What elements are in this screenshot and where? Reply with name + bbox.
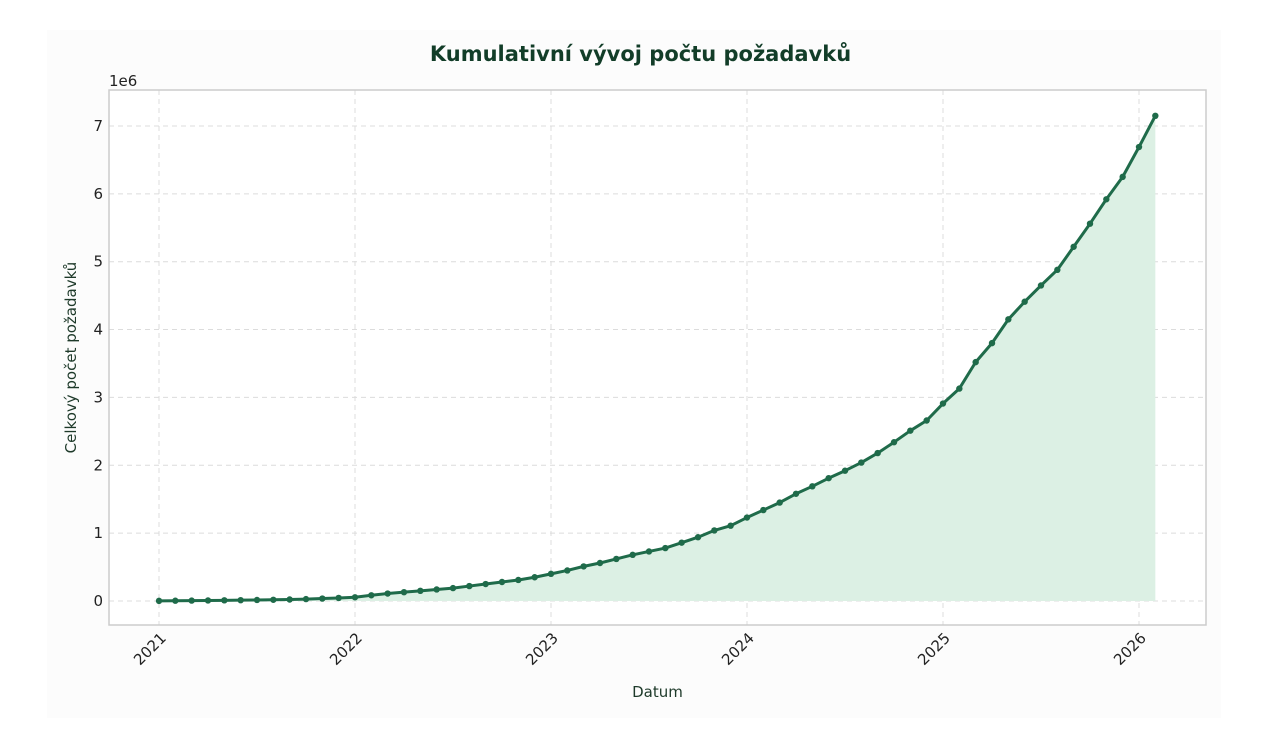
data-point <box>433 586 440 593</box>
data-point <box>743 514 751 521</box>
data-point <box>466 582 473 590</box>
data-point <box>760 506 767 514</box>
data-point <box>188 597 195 604</box>
x-tick-label: 2024 <box>718 629 758 669</box>
data-point <box>1135 143 1143 151</box>
x-tick-label: 2021 <box>130 629 170 669</box>
data-point <box>221 597 228 604</box>
y-tick-label: 1 <box>93 524 103 542</box>
data-point <box>939 400 947 407</box>
data-point <box>449 584 457 592</box>
data-point <box>286 596 293 603</box>
data-point <box>890 439 898 446</box>
data-point <box>172 597 179 604</box>
data-point <box>629 551 636 559</box>
data-point <box>711 527 718 534</box>
data-point <box>547 570 555 578</box>
data-point <box>335 594 342 602</box>
data-point <box>270 596 277 603</box>
data-point <box>645 548 653 555</box>
chart-title: Kumulativní vývoj počtu požadavků <box>429 42 852 66</box>
y-offset-label: 1e6 <box>109 72 137 90</box>
data-point <box>319 595 326 602</box>
x-axis-label: Datum <box>632 683 683 701</box>
data-point <box>972 358 979 366</box>
y-tick-label: 4 <box>93 321 103 339</box>
data-point <box>956 385 963 392</box>
data-point <box>253 596 261 604</box>
data-point <box>482 580 489 588</box>
data-point <box>155 597 163 605</box>
data-point <box>988 339 996 347</box>
y-tick-label: 0 <box>93 592 103 610</box>
x-tick-label: 2022 <box>326 629 366 669</box>
data-point <box>400 588 408 596</box>
y-tick-label: 5 <box>93 253 103 271</box>
data-point <box>204 597 212 604</box>
area-fill <box>159 115 1156 602</box>
data-point <box>531 574 538 581</box>
data-point <box>580 563 587 570</box>
y-tick-label: 2 <box>93 456 103 474</box>
data-point <box>351 594 359 601</box>
y-axis-label: Celkový počet požadavků <box>62 262 80 454</box>
x-tick-label: 2025 <box>914 629 954 669</box>
data-point <box>596 559 604 567</box>
x-tick-label: 2023 <box>522 629 562 669</box>
data-point <box>858 459 865 466</box>
data-point <box>613 555 620 563</box>
x-tick-label: 2026 <box>1110 629 1150 669</box>
data-point <box>1005 316 1012 323</box>
data-point <box>1037 282 1045 289</box>
data-point <box>1054 266 1061 274</box>
plot-frame <box>108 89 1207 626</box>
data-point <box>678 539 685 546</box>
data-point <box>841 467 849 474</box>
data-point <box>907 427 914 434</box>
data-point <box>564 567 571 574</box>
data-point <box>515 576 522 584</box>
data-point <box>776 499 783 506</box>
data-point <box>368 592 375 599</box>
y-tick-label: 3 <box>93 388 103 406</box>
data-point <box>1152 112 1159 120</box>
data-point <box>1086 220 1094 227</box>
y-tick-label: 7 <box>93 117 103 135</box>
data-point <box>923 417 930 424</box>
data-point <box>1070 243 1077 250</box>
data-point <box>727 522 734 529</box>
data-point <box>1103 196 1110 203</box>
data-point <box>384 590 391 597</box>
data-point <box>237 596 244 604</box>
data-point <box>498 578 506 586</box>
data-point <box>809 483 816 490</box>
data-point <box>792 490 800 497</box>
data-point <box>302 595 310 603</box>
data-point <box>1021 298 1028 305</box>
data-point <box>417 587 424 595</box>
data-point <box>874 449 881 457</box>
data-point <box>825 474 832 482</box>
y-tick-label: 6 <box>93 185 103 203</box>
data-point <box>694 534 702 541</box>
data-point <box>1119 173 1126 181</box>
data-point <box>662 544 669 552</box>
